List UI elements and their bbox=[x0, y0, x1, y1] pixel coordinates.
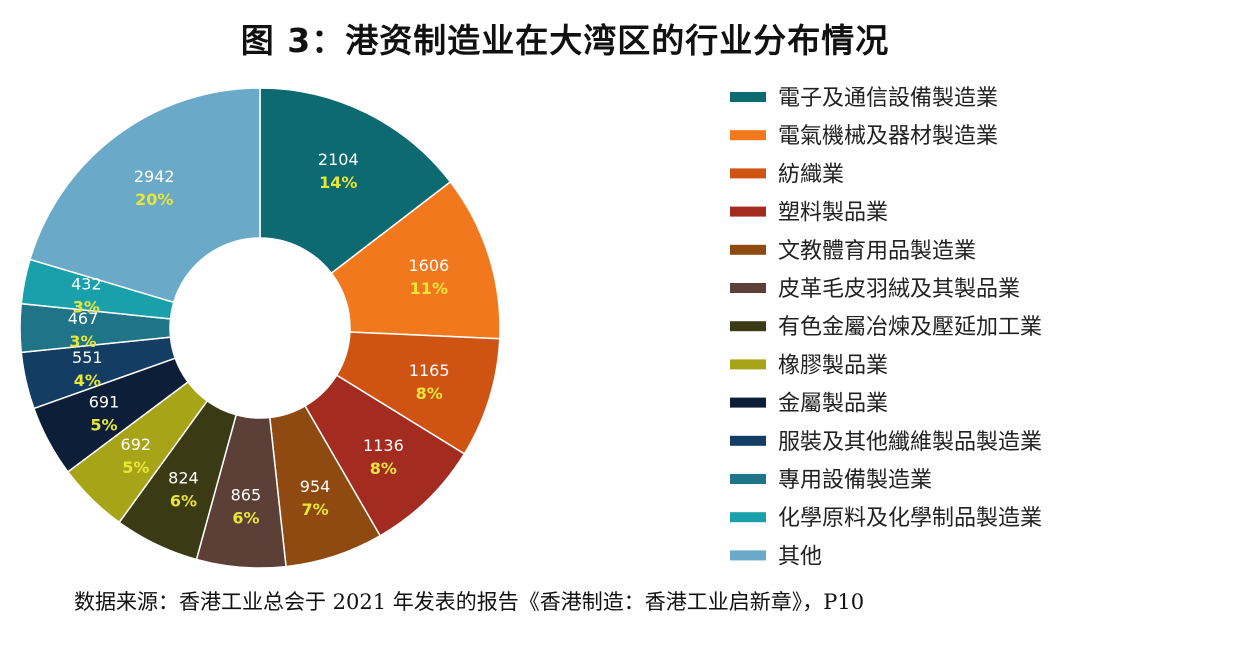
legend-label-3: 紡織業 bbox=[778, 162, 844, 187]
legend-label-11: 專用設備製造業 bbox=[778, 468, 932, 493]
slice-9-value-label: 691 bbox=[89, 393, 120, 412]
legend-swatch-10 bbox=[730, 435, 766, 446]
legend-swatch-1 bbox=[730, 92, 766, 102]
slice-3-percent-label: 8% bbox=[416, 384, 443, 403]
legend-swatch-11 bbox=[730, 474, 766, 484]
legend-swatch-8 bbox=[730, 359, 766, 370]
legend-label-10: 服裝及其他纖維製品製造業 bbox=[778, 430, 1042, 455]
legend-swatch-6 bbox=[730, 283, 766, 293]
slice-labels: 2104 14% 1606 11% 1165 8% 1136 8% 954 7% 865 6% 824 6… bbox=[68, 150, 450, 527]
legend-swatch-9 bbox=[730, 397, 766, 408]
slice-4-percent-label: 8% bbox=[370, 459, 397, 478]
legend-label-4: 塑料製品業 bbox=[778, 201, 888, 226]
slice-13-percent-label: 20% bbox=[135, 190, 173, 209]
slice-11-percent-label: 3% bbox=[69, 332, 96, 351]
legend-label-8: 橡膠製品業 bbox=[778, 353, 888, 378]
slice-1-value-label: 2104 bbox=[318, 150, 359, 169]
legend-swatch-13 bbox=[730, 550, 766, 561]
legend: 電子及通信設備製造業電氣機械及器材製造業紡織業塑料製品業文教體育用品製造業皮革毛… bbox=[730, 86, 1042, 569]
slice-4-value-label: 1136 bbox=[363, 436, 404, 455]
slice-8-value-label: 692 bbox=[121, 435, 152, 454]
slice-5-value-label: 954 bbox=[300, 477, 331, 496]
legend-swatch-7 bbox=[730, 321, 766, 332]
slice-9-percent-label: 5% bbox=[90, 416, 117, 435]
legend-label-7: 有色金屬冶煉及壓延加工業 bbox=[778, 315, 1042, 340]
slice-5-percent-label: 7% bbox=[301, 500, 328, 519]
slice-3-value-label: 1165 bbox=[409, 361, 450, 380]
slice-2-wedge bbox=[330, 180, 501, 340]
chart-title: 图 3：港资制造业在大湾区的行业分布情况 bbox=[240, 21, 890, 60]
legend-label-2: 電氣機械及器材製造業 bbox=[778, 124, 998, 149]
legend-swatch-2 bbox=[730, 130, 766, 141]
slice-13-value-label: 2942 bbox=[134, 167, 175, 186]
slice-10-value-label: 551 bbox=[72, 348, 103, 367]
legend-swatch-12 bbox=[730, 512, 766, 523]
slice-1-percent-label: 14% bbox=[319, 173, 357, 192]
slice-13-wedge bbox=[29, 87, 261, 304]
slice-1-wedge bbox=[259, 87, 452, 275]
slice-12-percent-label: 3% bbox=[73, 298, 100, 317]
slice-2-value-label: 1606 bbox=[408, 256, 449, 275]
source-note: 数据来源：香港工业总会于 2021 年发表的报告《香港制造：香港工业启新章》，P… bbox=[74, 590, 865, 614]
legend-swatch-5 bbox=[730, 244, 766, 255]
legend-label-12: 化學原料及化學制品製造業 bbox=[778, 506, 1042, 531]
donut-slices bbox=[19, 87, 501, 569]
legend-label-9: 金屬製品業 bbox=[778, 392, 888, 417]
slice-12-value-label: 432 bbox=[71, 275, 102, 294]
slice-11-value-label: 467 bbox=[68, 309, 99, 328]
slice-10-percent-label: 4% bbox=[74, 371, 101, 390]
slice-2-percent-label: 11% bbox=[410, 279, 448, 298]
legend-label-13: 其他 bbox=[778, 544, 822, 569]
legend-label-5: 文教體育用品製造業 bbox=[778, 239, 976, 264]
slice-7-percent-label: 6% bbox=[170, 492, 197, 511]
slice-8-percent-label: 5% bbox=[122, 458, 149, 477]
legend-swatch-4 bbox=[730, 206, 766, 217]
legend-swatch-3 bbox=[730, 168, 766, 179]
legend-label-6: 皮革毛皮羽絨及其製品業 bbox=[778, 277, 1020, 302]
slice-6-value-label: 865 bbox=[231, 485, 262, 504]
legend-label-1: 電子及通信設備製造業 bbox=[778, 86, 998, 111]
slice-6-percent-label: 6% bbox=[232, 508, 259, 527]
slice-7-value-label: 824 bbox=[168, 469, 199, 488]
